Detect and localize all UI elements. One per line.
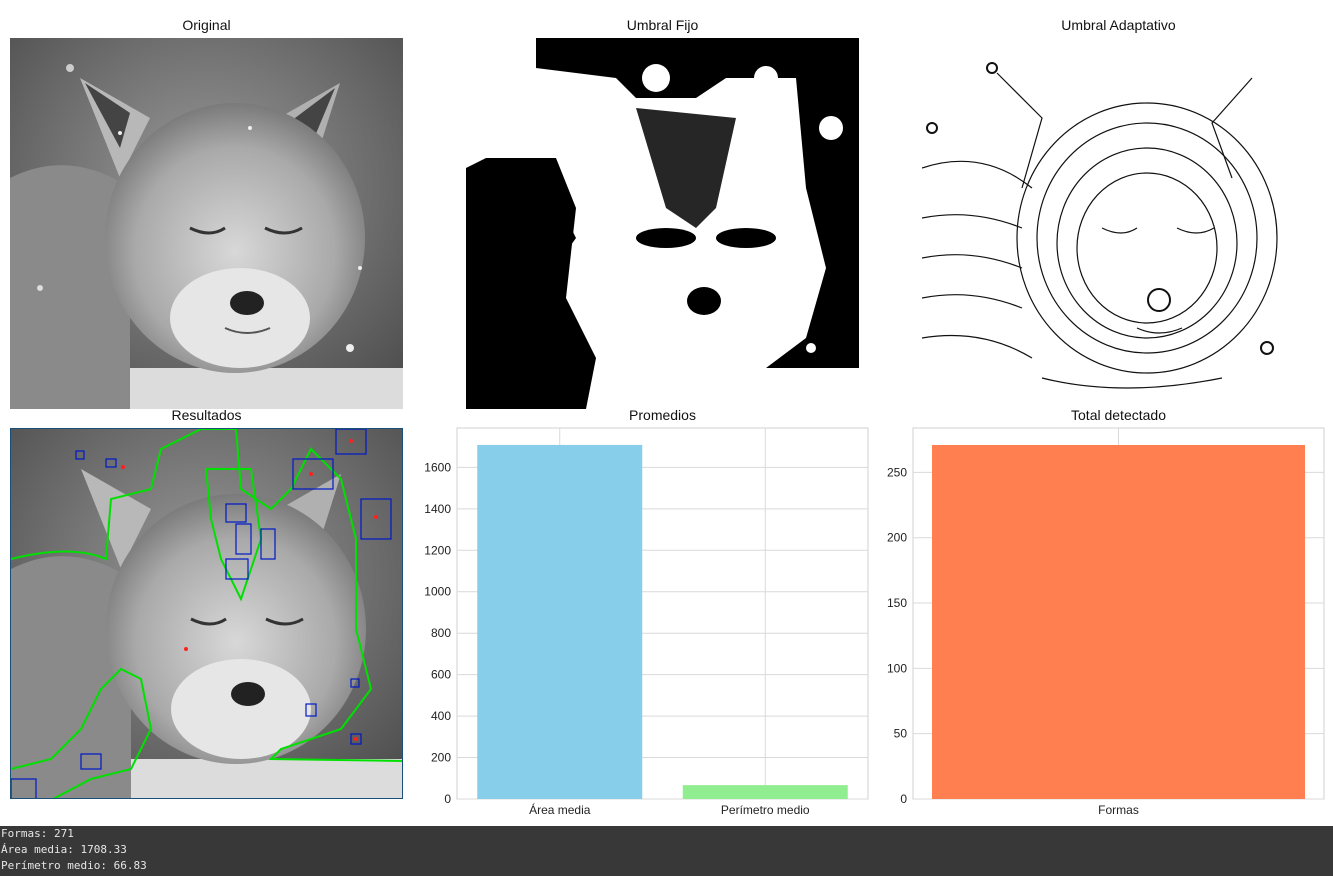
figure: Original Umbral Fijo Umbral Adaptativo R… <box>10 17 1325 817</box>
console-line-area: Área media: 1708.33 <box>1 843 127 856</box>
category-label: Formas <box>1098 803 1139 817</box>
bar-0-0 <box>477 444 643 799</box>
original-image <box>10 38 403 409</box>
adaptive-threshold-title: Umbral Adaptativo <box>1061 17 1176 33</box>
y-tick-label: 50 <box>894 727 908 741</box>
total-title: Total detectado <box>1071 407 1166 423</box>
y-tick-label: 1000 <box>424 585 451 599</box>
console-line-perimeter: Perímetro medio: 66.83 <box>1 859 147 872</box>
results-image <box>10 428 403 799</box>
results-title: Resultados <box>171 407 242 423</box>
y-tick-label: 250 <box>887 465 907 479</box>
category-label: Área media <box>529 802 591 817</box>
y-tick-label: 400 <box>431 709 451 723</box>
y-tick-label: 1600 <box>424 460 451 474</box>
original-title: Original <box>182 17 231 33</box>
console-line-shapes: Formas: 271 <box>1 827 74 840</box>
fixed-threshold-title: Umbral Fijo <box>626 17 699 33</box>
averages-title: Promedios <box>629 407 696 423</box>
bar-1-0 <box>932 444 1305 799</box>
y-tick-label: 600 <box>431 668 451 682</box>
fixed-threshold-image <box>466 38 859 409</box>
category-label: Perímetro medio <box>721 803 810 817</box>
y-tick-label: 1200 <box>424 543 451 557</box>
y-tick-label: 200 <box>887 531 907 545</box>
y-tick-label: 1400 <box>424 502 451 516</box>
y-tick-label: 800 <box>431 626 451 640</box>
y-tick-label: 0 <box>900 792 907 806</box>
adaptive-threshold-image <box>922 38 1315 409</box>
y-tick-label: 0 <box>444 792 451 806</box>
bar-0-1 <box>682 785 848 799</box>
y-tick-label: 150 <box>887 596 907 610</box>
console-output: Formas: 271 Área media: 1708.33 Perímetr… <box>0 826 1333 876</box>
y-tick-label: 100 <box>887 661 907 675</box>
y-tick-label: 200 <box>431 751 451 765</box>
